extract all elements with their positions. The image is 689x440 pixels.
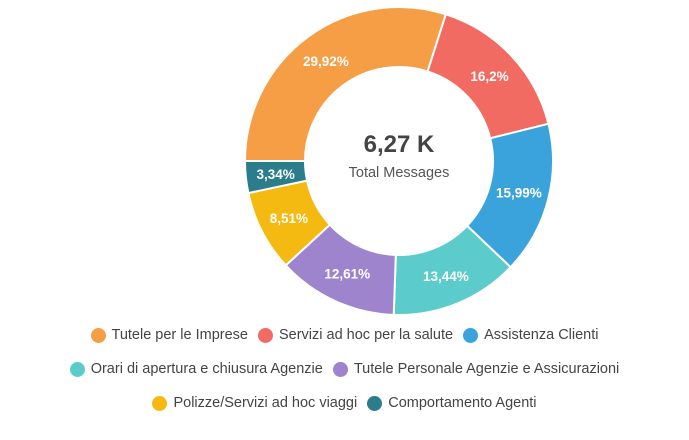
slice-data-label: 13,44% — [423, 269, 469, 284]
legend-label: Assistenza Clienti — [484, 327, 599, 343]
legend-dot-icon — [332, 361, 348, 377]
legend-label: Tutele per le Imprese — [111, 327, 248, 343]
legend-label: Orari di apertura e chiusura Agenzie — [90, 361, 323, 377]
slice-data-label: 16,2% — [470, 69, 508, 84]
legend-item[interactable]: Orari di apertura e chiusura Agenzie — [69, 361, 323, 377]
slice-data-label: 15,99% — [496, 186, 542, 201]
legend-dot-icon — [463, 327, 479, 343]
center-value: 6,27 K — [364, 131, 435, 158]
legend-dot-icon — [90, 327, 106, 343]
legend-item[interactable]: Assistenza Clienti — [463, 327, 599, 343]
slice-tutele-per-le-imprese[interactable] — [243, 6, 448, 162]
legend-dot-icon — [367, 395, 383, 411]
legend-dot-icon — [152, 395, 168, 411]
legend-row-1: Tutele per le Imprese Servizi ad hoc per … — [0, 327, 689, 347]
legend-item[interactable]: Polizze/Servizi ad hoc viaggi — [152, 395, 357, 411]
legend-row-2: Orari di apertura e chiusura Agenzie Tute… — [0, 361, 689, 381]
legend-item[interactable]: Servizi ad hoc per la salute — [257, 327, 454, 343]
legend-dot-icon — [69, 361, 85, 377]
legend-label: Servizi ad hoc per la salute — [278, 327, 454, 343]
legend-label: Polizze/Servizi ad hoc viaggi — [173, 395, 358, 411]
legend-label: Tutele Personale Agenzie e Assicurazioni — [353, 361, 620, 377]
slice-data-label: 12,61% — [324, 267, 370, 282]
legend-item[interactable]: Comportamento Agenti — [367, 395, 537, 411]
legend-item[interactable]: Tutele per le Imprese — [90, 327, 248, 343]
legend-label: Comportamento Agenti — [388, 395, 537, 411]
legend-row-3: Polizze/Servizi ad hoc viaggi Comportamen… — [0, 395, 689, 415]
slice-data-label: 29,92% — [303, 54, 349, 69]
slice-data-label: 8,51% — [270, 211, 308, 226]
center-label: Total Messages — [349, 165, 450, 181]
legend-dot-icon — [257, 327, 273, 343]
legend-item[interactable]: Tutele Personale Agenzie e Assicurazioni — [332, 361, 620, 377]
slice-data-label: 3,34% — [257, 167, 295, 182]
slice-comportamento-agenti[interactable] — [243, 160, 309, 195]
